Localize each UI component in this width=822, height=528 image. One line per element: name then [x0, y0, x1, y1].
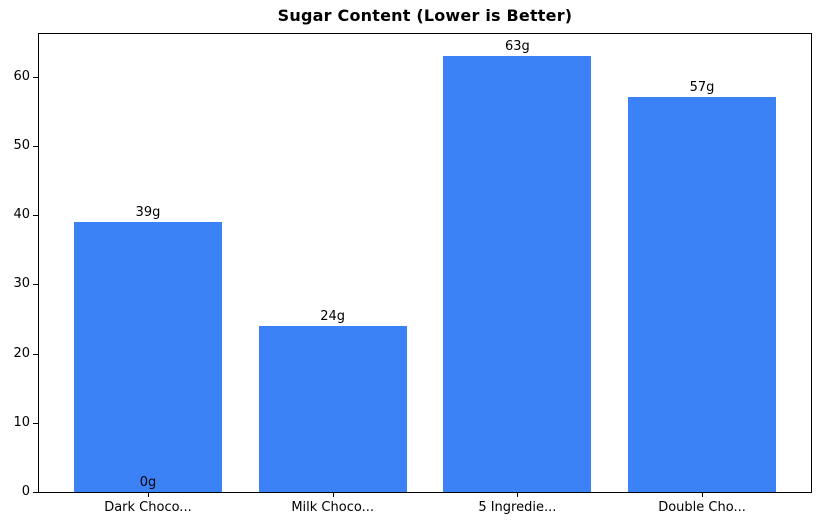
y-axis-tick-mark [33, 215, 38, 217]
bar-value-label: 24g [320, 308, 346, 324]
bar [74, 221, 222, 492]
y-axis-tick-mark [33, 76, 38, 78]
bar-value-label: 63g [504, 38, 530, 54]
x-axis-tick-label: 5 Ingredie... [478, 500, 557, 515]
x-axis-tick-mark [517, 493, 519, 497]
x-axis-tick-mark [147, 493, 149, 497]
y-axis-tick-label: 30 [13, 276, 30, 292]
x-axis-tick-label: Double Cho... [658, 500, 746, 515]
x-axis-tick-mark [702, 493, 704, 497]
y-axis-tick-mark [33, 284, 38, 286]
bar [443, 55, 592, 492]
y-axis-tick-mark [33, 422, 38, 424]
y-axis-tick-label: 60 [13, 68, 30, 84]
y-axis-tick-mark [33, 353, 38, 355]
x-axis-tick-mark [332, 493, 334, 497]
x-axis-tick-label: Milk Choco... [291, 500, 374, 515]
y-axis-tick-label: 0 [21, 484, 30, 499]
bar-value-label: 39g [135, 204, 161, 220]
bar [628, 97, 776, 492]
y-axis-tick-mark [33, 145, 38, 147]
x-axis-tick-label: Dark Choco... [104, 500, 192, 515]
y-axis-tick-label: 20 [13, 345, 30, 361]
bar-value-label: 57g [689, 80, 715, 96]
chart-title: Sugar Content (Lower is Better) [277, 6, 573, 25]
y-axis-tick-label: 50 [13, 137, 30, 153]
annotation-label: 0g [139, 475, 157, 490]
y-axis-tick-label: 40 [13, 207, 30, 223]
bar [258, 325, 407, 492]
plot-area: 39g 24g 63g 57g 0g [38, 33, 812, 493]
y-axis-tick-label: 10 [13, 414, 30, 430]
y-axis-tick-mark [33, 492, 38, 493]
